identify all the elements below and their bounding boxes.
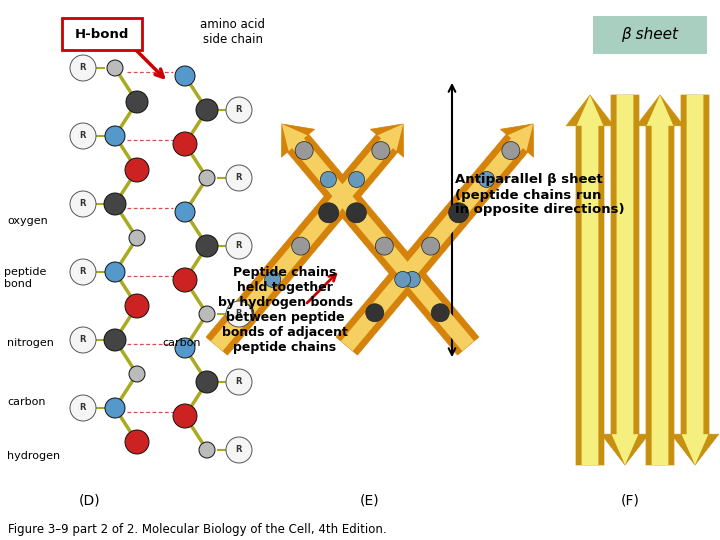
Circle shape: [226, 97, 252, 123]
Text: Peptide chains
held together
by hydrogen bonds
between peptide
bonds of adjacent: Peptide chains held together by hydrogen…: [217, 266, 353, 354]
Circle shape: [199, 170, 215, 186]
Circle shape: [105, 126, 125, 146]
Text: R: R: [80, 335, 86, 345]
Text: hydrogen: hydrogen: [7, 451, 60, 461]
Circle shape: [196, 99, 218, 121]
Polygon shape: [566, 95, 613, 465]
Text: R: R: [235, 377, 242, 387]
Text: R: R: [80, 403, 86, 413]
Polygon shape: [206, 124, 404, 355]
Text: β sheet: β sheet: [621, 28, 678, 43]
Text: carbon: carbon: [162, 338, 200, 348]
Circle shape: [70, 327, 96, 353]
Polygon shape: [341, 124, 534, 351]
Circle shape: [70, 123, 96, 149]
Circle shape: [107, 60, 123, 76]
FancyBboxPatch shape: [62, 18, 142, 50]
Circle shape: [125, 158, 149, 182]
Polygon shape: [647, 95, 673, 465]
Circle shape: [173, 268, 197, 292]
Circle shape: [449, 203, 469, 223]
Circle shape: [226, 233, 252, 259]
Text: carbon: carbon: [7, 397, 45, 407]
Text: oxygen: oxygen: [7, 217, 48, 226]
Circle shape: [199, 306, 215, 322]
Circle shape: [70, 191, 96, 217]
Circle shape: [104, 193, 126, 215]
Text: R: R: [235, 446, 242, 455]
Polygon shape: [336, 124, 534, 355]
Text: R: R: [235, 309, 242, 319]
Polygon shape: [282, 124, 479, 355]
Text: R: R: [80, 267, 86, 276]
Polygon shape: [636, 95, 684, 465]
Circle shape: [70, 259, 96, 285]
Text: peptide
bond: peptide bond: [4, 267, 46, 289]
Circle shape: [129, 366, 145, 382]
Circle shape: [175, 202, 195, 222]
Circle shape: [226, 165, 252, 191]
Text: R: R: [235, 173, 242, 183]
Text: Antiparallel β sheet
(peptide chains run
in opposite directions): Antiparallel β sheet (peptide chains run…: [455, 173, 625, 217]
Circle shape: [104, 329, 126, 351]
Circle shape: [405, 272, 420, 287]
Text: R: R: [235, 241, 242, 251]
Polygon shape: [601, 95, 649, 465]
Circle shape: [366, 304, 384, 322]
Circle shape: [125, 430, 149, 454]
Circle shape: [125, 294, 149, 318]
Polygon shape: [611, 95, 639, 465]
Circle shape: [319, 203, 338, 223]
Circle shape: [226, 437, 252, 463]
Circle shape: [173, 132, 197, 156]
Circle shape: [173, 404, 197, 428]
Circle shape: [479, 172, 495, 187]
Circle shape: [375, 237, 393, 255]
Circle shape: [292, 237, 310, 255]
Text: (D): (D): [79, 493, 101, 507]
Circle shape: [70, 55, 96, 81]
Circle shape: [348, 172, 364, 187]
Circle shape: [395, 272, 410, 287]
Text: R: R: [80, 199, 86, 208]
Text: (F): (F): [621, 493, 639, 507]
Circle shape: [235, 304, 253, 322]
Circle shape: [372, 141, 390, 160]
Circle shape: [346, 203, 366, 223]
Text: (E): (E): [360, 493, 380, 507]
Polygon shape: [211, 124, 403, 351]
Circle shape: [502, 141, 520, 160]
Circle shape: [175, 66, 195, 86]
Circle shape: [126, 91, 148, 113]
Text: Figure 3–9 part 2 of 2. Molecular Biology of the Cell, 4th Edition.: Figure 3–9 part 2 of 2. Molecular Biolog…: [8, 523, 387, 537]
Text: R: R: [235, 105, 242, 114]
Polygon shape: [577, 95, 603, 465]
Circle shape: [70, 395, 96, 421]
Circle shape: [105, 398, 125, 418]
Circle shape: [196, 235, 218, 257]
Text: H-bond: H-bond: [75, 28, 129, 40]
Circle shape: [105, 262, 125, 282]
Circle shape: [175, 338, 195, 358]
Text: R: R: [80, 132, 86, 140]
Polygon shape: [282, 124, 474, 351]
Circle shape: [129, 230, 145, 246]
Text: amino acid
side chain: amino acid side chain: [200, 18, 266, 46]
Circle shape: [199, 442, 215, 458]
Polygon shape: [671, 95, 719, 465]
Circle shape: [265, 272, 281, 287]
Circle shape: [226, 369, 252, 395]
Circle shape: [295, 141, 313, 160]
Circle shape: [320, 172, 336, 187]
Circle shape: [226, 301, 252, 327]
Circle shape: [431, 304, 449, 322]
FancyBboxPatch shape: [593, 16, 707, 54]
Text: R: R: [80, 64, 86, 72]
Polygon shape: [682, 95, 708, 465]
Circle shape: [422, 237, 440, 255]
Circle shape: [196, 371, 218, 393]
Text: nitrogen: nitrogen: [7, 338, 54, 348]
